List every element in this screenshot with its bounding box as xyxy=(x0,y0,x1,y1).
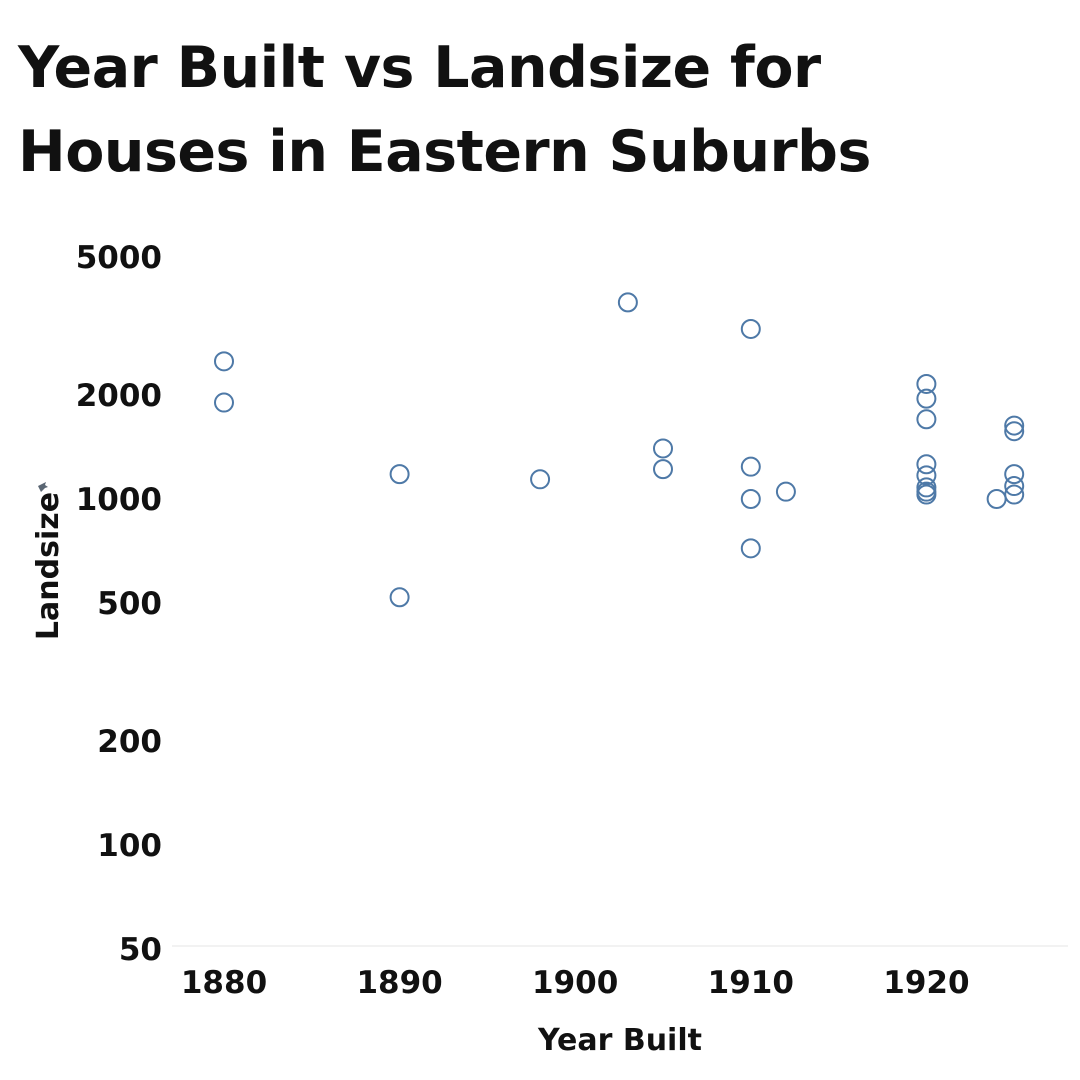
data-point[interactable] xyxy=(740,456,761,477)
data-point[interactable] xyxy=(389,464,410,485)
y-tick-labels: 50 100 200 500 1000 2000 5000 xyxy=(76,240,162,968)
y-tick-label: 500 xyxy=(97,586,162,622)
chart-title: Year Built vs Landsize for Houses in Eas… xyxy=(18,35,871,185)
x-tick-label: 1910 xyxy=(708,965,794,1001)
data-point[interactable] xyxy=(389,587,410,608)
data-point[interactable] xyxy=(214,351,234,372)
y-tick-label: 5000 xyxy=(76,240,162,276)
data-point[interactable] xyxy=(214,392,234,413)
data-points xyxy=(214,292,1025,608)
data-point[interactable] xyxy=(1004,484,1025,505)
data-point[interactable] xyxy=(916,465,937,486)
data-point[interactable] xyxy=(1004,476,1025,497)
x-tick-labels: 1880 1890 1900 1910 1920 xyxy=(181,965,970,1001)
data-point[interactable] xyxy=(740,538,761,559)
y-tick-label: 100 xyxy=(97,828,162,864)
x-tick-label: 1880 xyxy=(181,965,267,1001)
y-tick-label: 200 xyxy=(97,724,162,760)
data-point[interactable] xyxy=(916,388,937,409)
x-tick-label: 1920 xyxy=(883,965,969,1001)
data-point[interactable] xyxy=(986,489,1007,509)
data-point[interactable] xyxy=(653,438,673,459)
data-point[interactable] xyxy=(916,484,937,505)
data-point[interactable] xyxy=(740,489,761,509)
data-point[interactable] xyxy=(1004,464,1025,485)
data-point[interactable] xyxy=(1004,421,1025,442)
data-point[interactable] xyxy=(740,318,761,339)
data-point[interactable] xyxy=(916,409,937,430)
data-point[interactable] xyxy=(1004,415,1025,436)
y-axis-title: Landsize xyxy=(31,492,66,640)
y-tick-label: 50 xyxy=(119,932,162,968)
pin-icon xyxy=(38,482,48,492)
data-point[interactable] xyxy=(916,373,937,394)
data-point[interactable] xyxy=(617,292,638,313)
data-point[interactable] xyxy=(653,459,673,480)
y-tick-label: 2000 xyxy=(76,378,162,414)
x-tick-label: 1900 xyxy=(532,965,618,1001)
y-tick-label: 1000 xyxy=(76,482,162,518)
data-point[interactable] xyxy=(916,454,937,475)
x-axis-title: Year Built xyxy=(537,1023,702,1058)
data-point[interactable] xyxy=(530,469,551,490)
x-tick-label: 1890 xyxy=(356,965,442,1001)
data-point[interactable] xyxy=(775,481,796,502)
